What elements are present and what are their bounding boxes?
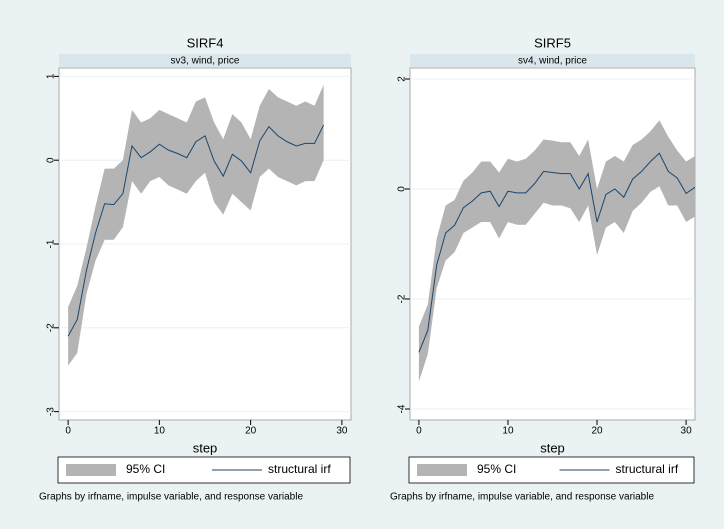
note: Graphs by irfname, impulse variable, and… — [390, 492, 654, 503]
legend-label: structural irf — [616, 462, 679, 476]
y-tick-label: 2 — [397, 76, 408, 82]
subtitle-strip — [410, 54, 695, 67]
legend-swatch — [66, 464, 116, 476]
x-tick-label: 20 — [245, 426, 257, 437]
chart-subtitle: sv3, wind, price — [171, 56, 240, 67]
legend-label: 95% CI — [477, 462, 516, 476]
y-tick-label: -2 — [46, 323, 57, 332]
chart-subtitle: sv4, wind, price — [518, 56, 587, 67]
x-tick-label: 30 — [681, 426, 693, 437]
ci-band — [418, 120, 695, 382]
y-tick-label: -2 — [397, 294, 408, 303]
irf-line — [418, 152, 696, 353]
y-tick-label: -4 — [397, 404, 408, 413]
irf-line — [67, 124, 325, 337]
y-tick-label: 1 — [46, 73, 57, 79]
y-tick-label: -3 — [46, 407, 57, 416]
x-tick-label: 30 — [336, 426, 348, 437]
x-tick-label: 0 — [65, 426, 71, 437]
note: Graphs by irfname, impulse variable, and… — [39, 492, 303, 503]
chart-title: SIRF4 — [187, 35, 224, 50]
y-tick-label: 0 — [397, 186, 408, 192]
legend-label: 95% CI — [126, 462, 165, 476]
x-tick-label: 20 — [591, 426, 603, 437]
subtitle-strip — [59, 54, 351, 67]
legend-label: structural irf — [268, 462, 331, 476]
legend-swatch — [417, 464, 467, 476]
y-tick-label: 0 — [46, 157, 57, 163]
x-axis-label: step — [540, 440, 565, 455]
x-tick-label: 10 — [502, 426, 514, 437]
chart-title: SIRF5 — [534, 35, 571, 50]
x-axis-label: step — [193, 440, 218, 455]
y-tick-label: -1 — [46, 239, 57, 248]
ci-band — [68, 84, 324, 366]
x-tick-label: 0 — [416, 426, 422, 437]
x-tick-label: 10 — [154, 426, 166, 437]
